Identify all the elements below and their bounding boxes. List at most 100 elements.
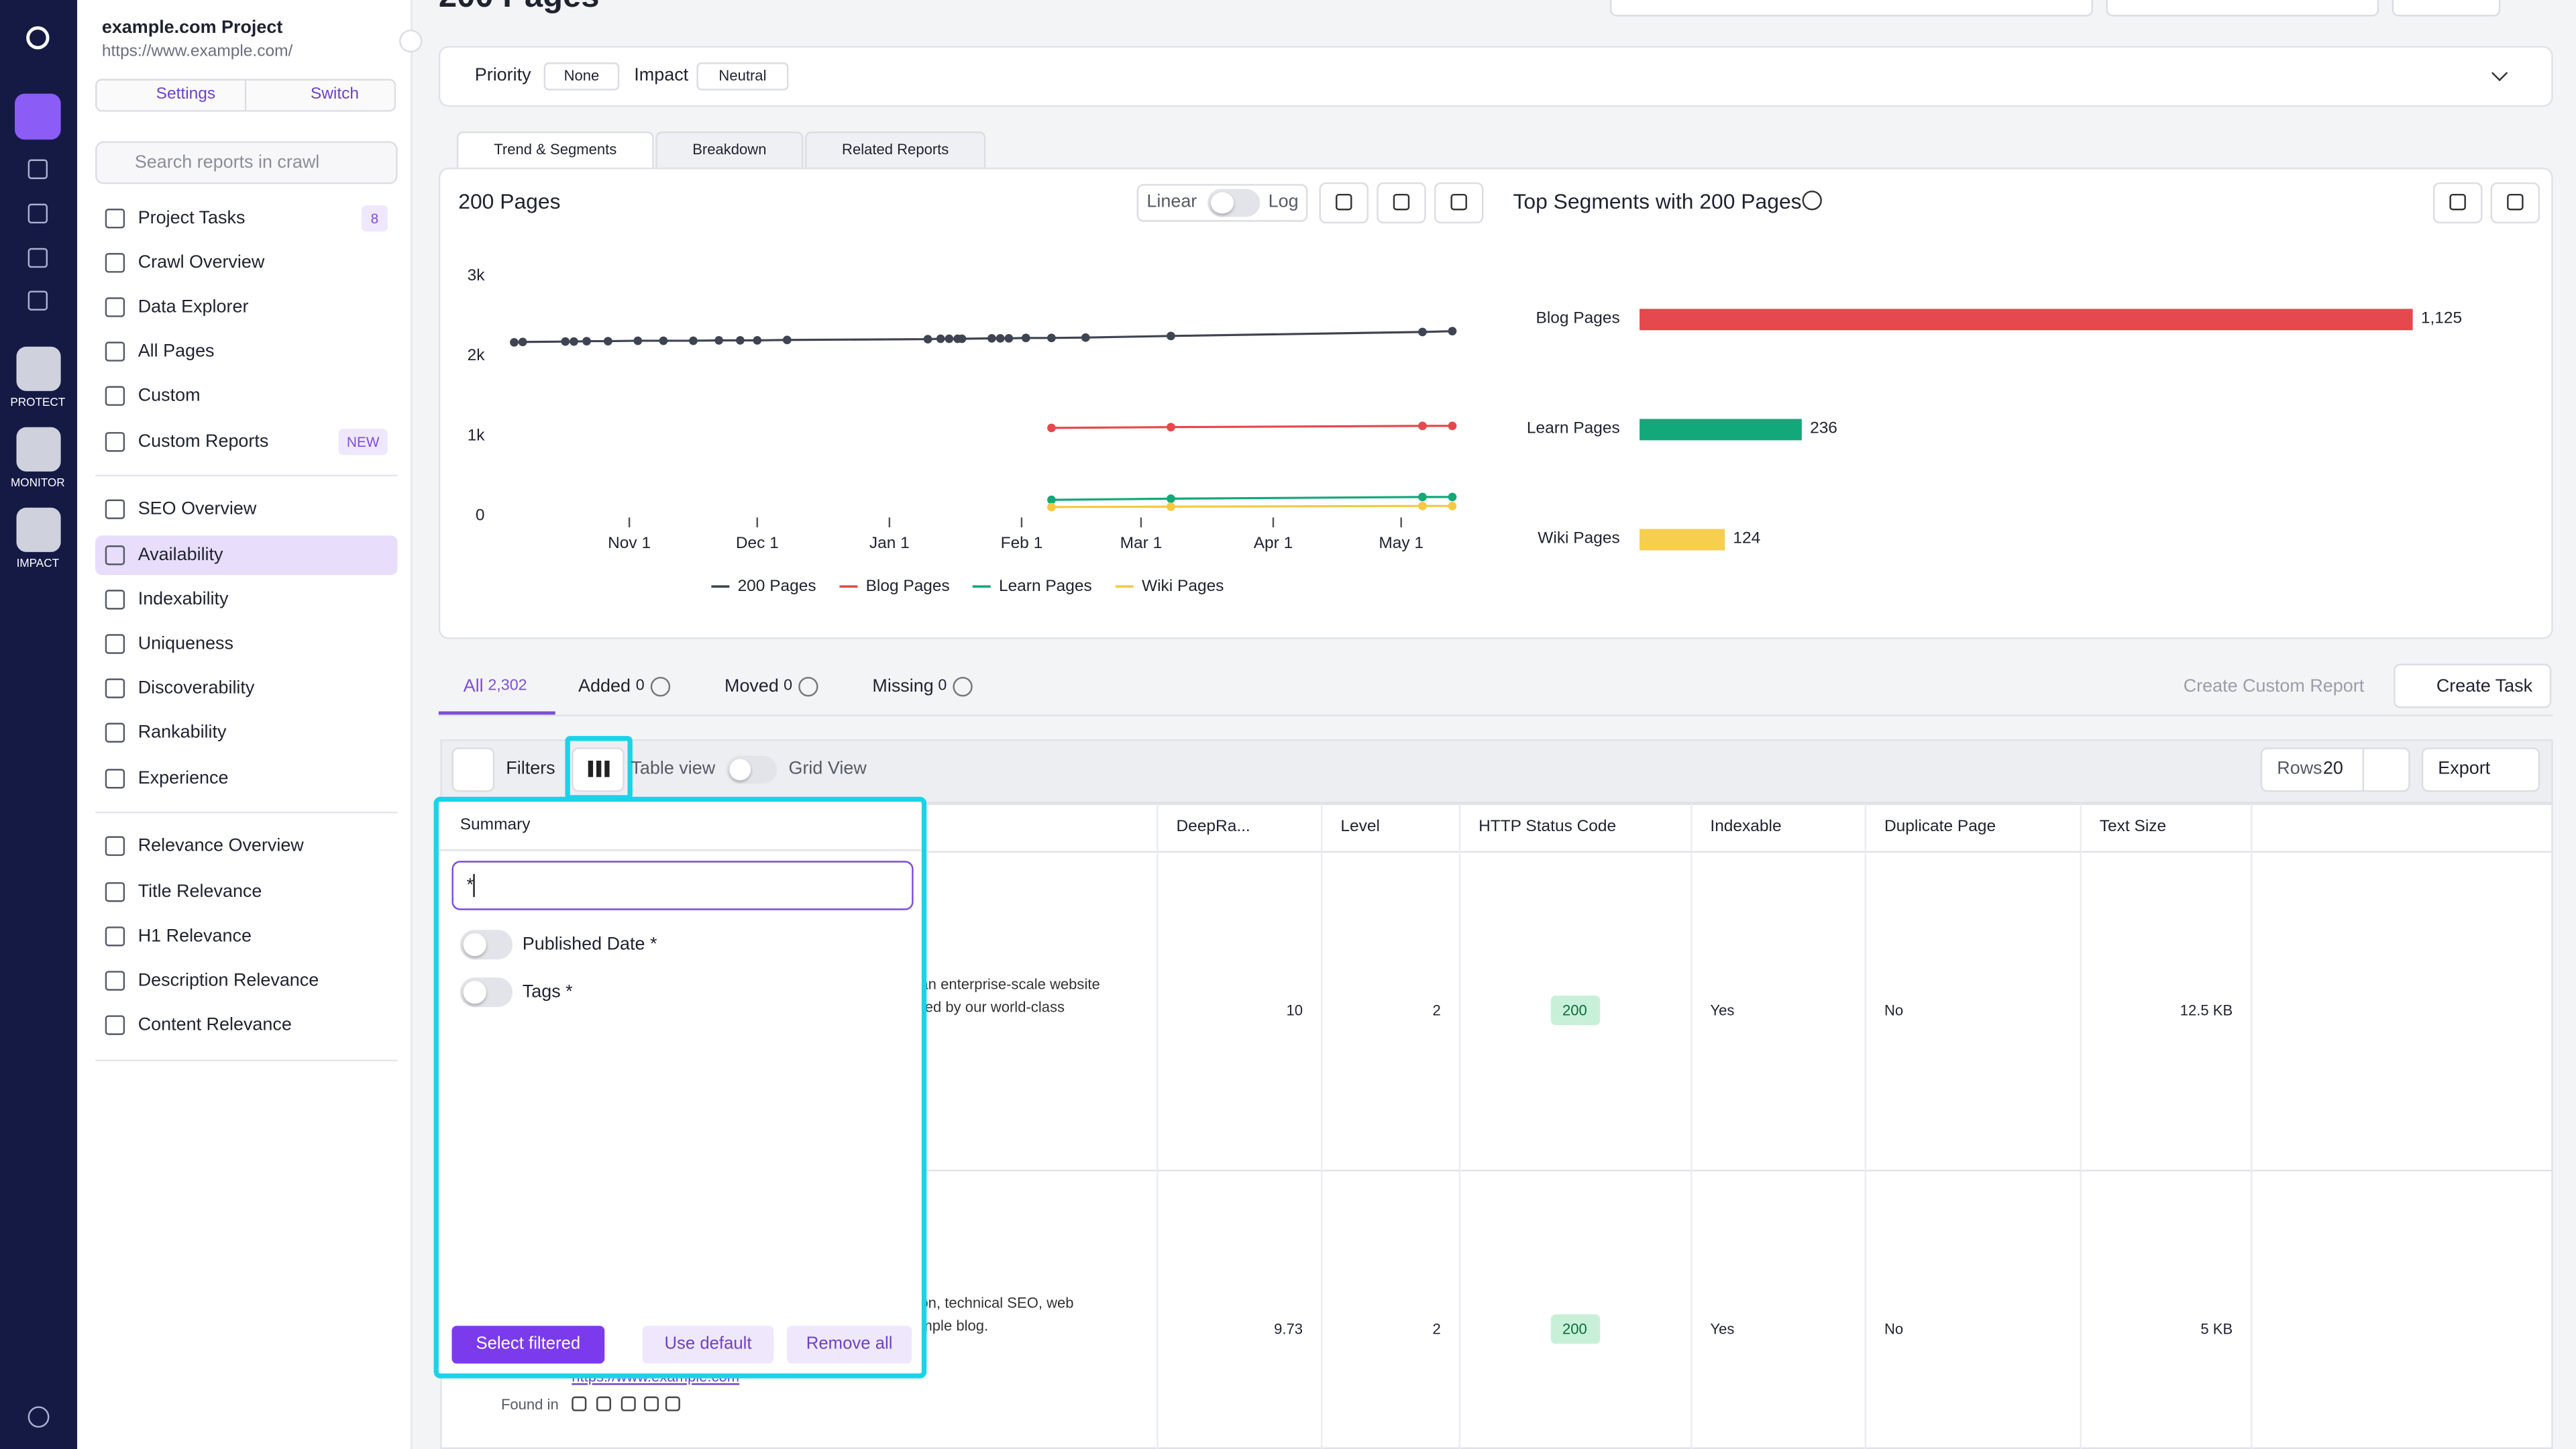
export-button[interactable]	[2421, 747, 2540, 792]
rail-icon[interactable]	[28, 290, 48, 311]
nav-item[interactable]: Crawl Overview	[138, 253, 265, 273]
toggle-knob	[463, 933, 486, 957]
column-header[interactable]: DeepRa...	[1176, 818, 1250, 837]
report-tab[interactable]: All	[463, 676, 484, 697]
summary-text: mple blog.	[920, 1318, 989, 1334]
icon-button[interactable]	[1434, 182, 1484, 224]
top-date[interactable]	[2106, 0, 2379, 17]
nav-item[interactable]: Title Relevance	[138, 882, 262, 902]
nav-item[interactable]: Availability	[138, 545, 223, 566]
summary-text: an enterprise-scale website	[920, 975, 1100, 993]
impact-chip[interactable]	[696, 62, 789, 91]
nav-item[interactable]: Data Explorer	[138, 297, 249, 317]
cell: 10	[1286, 1002, 1303, 1019]
tab[interactable]	[456, 131, 654, 170]
rail-label: MONITOR	[10, 478, 65, 490]
cell: 2	[1432, 1002, 1441, 1019]
columns-button[interactable]	[572, 747, 625, 792]
nav-item[interactable]: All Pages	[138, 341, 215, 362]
filter-icon-button[interactable]	[451, 747, 495, 792]
tab-underline	[438, 711, 555, 715]
tab[interactable]	[655, 131, 804, 170]
top-notify[interactable]	[2392, 0, 2501, 17]
nav-item[interactable]: Content Relevance	[138, 1015, 292, 1035]
nav-item[interactable]: Rankability	[138, 722, 227, 743]
found-in: Found in	[500, 1396, 559, 1413]
picker-input[interactable]	[451, 861, 914, 910]
cell: 9.73	[1274, 1320, 1303, 1338]
nav-item[interactable]: SEO Overview	[138, 499, 257, 519]
rail-app-tile[interactable]	[16, 427, 61, 472]
cell: Yes	[1710, 1320, 1735, 1338]
filters-button[interactable]: Filters	[506, 759, 555, 779]
nav-item[interactable]: Indexability	[138, 590, 229, 610]
nav-item[interactable]: Experience	[138, 769, 229, 789]
summary-text: on, technical SEO, web	[920, 1294, 1074, 1311]
collapse-button[interactable]	[399, 30, 423, 53]
option-label: Published Date *	[522, 934, 657, 955]
nav-icon	[105, 545, 125, 566]
cell: 5 KB	[2200, 1320, 2233, 1338]
column-glyph	[596, 760, 601, 777]
rail-app-tile[interactable]	[16, 346, 61, 391]
column-header[interactable]: HTTP Status Code	[1479, 818, 1617, 837]
nav-item[interactable]: Discoverability	[138, 678, 255, 698]
icon-button[interactable]	[2432, 182, 2483, 224]
rail-icon[interactable]	[28, 248, 48, 268]
picker-button[interactable]	[451, 1326, 605, 1364]
top-select[interactable]	[1610, 0, 2094, 17]
report-count: 2,302	[488, 676, 527, 695]
icon-button[interactable]	[2490, 182, 2540, 224]
picker-button[interactable]	[787, 1326, 912, 1364]
column-header[interactable]: Indexable	[1710, 818, 1782, 837]
rail-icon[interactable]	[28, 159, 48, 179]
column-header[interactable]: Text Size	[2099, 818, 2167, 837]
nav-item[interactable]: Description Relevance	[138, 971, 319, 991]
nav-item[interactable]: Custom	[138, 386, 201, 406]
nav-item[interactable]: H1 Relevance	[138, 926, 252, 947]
create-custom-report[interactable]: Create Custom Report	[2183, 676, 2365, 697]
badge: NEW	[346, 433, 380, 451]
divider	[95, 811, 398, 814]
toggle-knob	[463, 981, 486, 1004]
scale-option: Log	[1268, 192, 1299, 212]
nav-icon	[105, 386, 125, 406]
nav-item[interactable]: Custom Reports	[138, 432, 269, 452]
report-tab[interactable]: Added	[578, 676, 631, 697]
nav-item[interactable]: Uniqueness	[138, 634, 233, 654]
help-icon[interactable]	[28, 1406, 50, 1428]
tab[interactable]	[805, 131, 986, 170]
picker-button-label: Use default	[664, 1334, 752, 1354]
rail-app-tile[interactable]	[16, 507, 61, 552]
rail-icon[interactable]	[28, 203, 48, 224]
col-line	[1320, 803, 1323, 1449]
caret	[473, 873, 475, 898]
scale-toggle[interactable]	[1136, 184, 1308, 222]
column-header[interactable]: Duplicate Page	[1884, 818, 1996, 837]
rows-select[interactable]	[2260, 747, 2410, 792]
report-tab[interactable]: Moved	[724, 676, 779, 697]
nav-item[interactable]: Relevance Overview	[138, 836, 304, 856]
priority-value: None	[564, 67, 600, 84]
icon-button[interactable]	[1377, 182, 1426, 224]
search-box[interactable]	[95, 141, 398, 184]
nav-icon	[105, 1015, 125, 1035]
app-active[interactable]	[15, 93, 61, 140]
priority-chip[interactable]	[543, 62, 620, 91]
create-task-button[interactable]	[2394, 663, 2552, 708]
switch-button[interactable]	[246, 78, 396, 112]
nav-icon	[105, 678, 125, 698]
picker-button[interactable]	[642, 1326, 774, 1364]
tab-label: Trend & Segments	[494, 141, 617, 158]
column-header[interactable]: Level	[1340, 818, 1380, 837]
col-line	[1864, 803, 1867, 1449]
tab-label: Related Reports	[842, 141, 949, 158]
nav-icon	[105, 297, 125, 317]
settings-button[interactable]	[95, 78, 247, 112]
col-line	[2080, 803, 2082, 1449]
icon-button[interactable]	[1319, 182, 1369, 224]
report-tab[interactable]: Missing	[872, 676, 934, 697]
nav-item[interactable]: Project Tasks	[138, 209, 246, 229]
